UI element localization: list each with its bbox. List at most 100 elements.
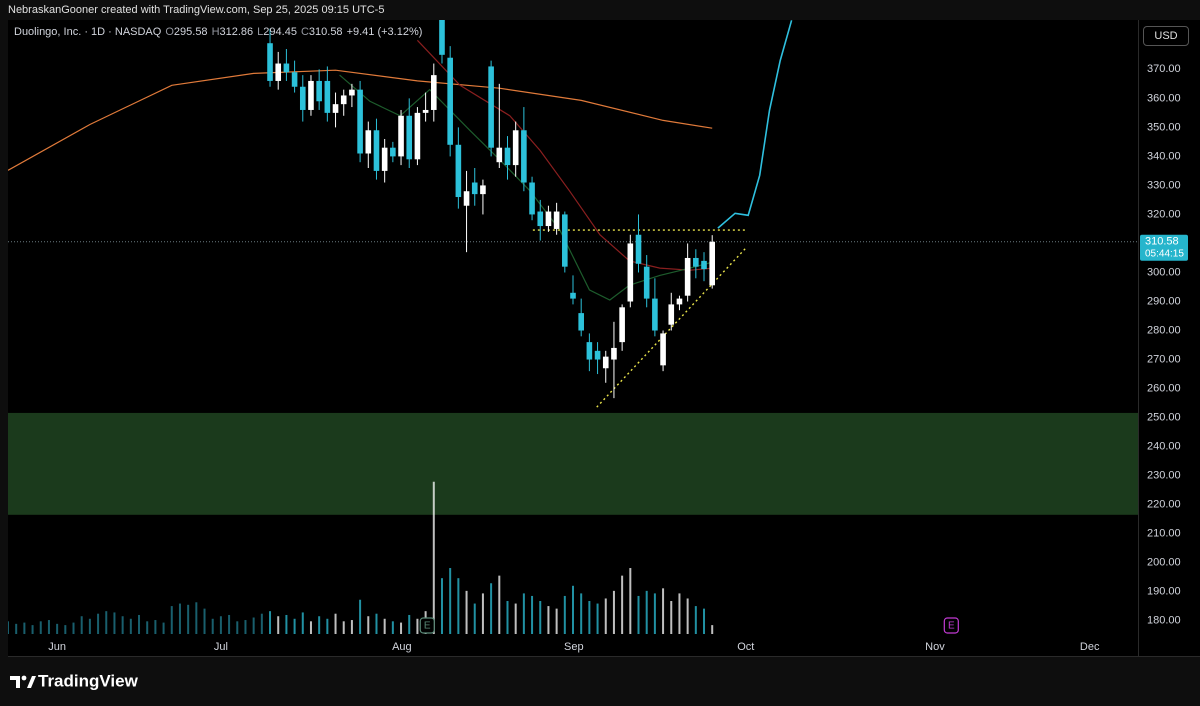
volume-bar: [15, 623, 18, 634]
volume-bar: [252, 617, 255, 634]
volume-bar: [318, 616, 321, 634]
volume-bar: [506, 601, 509, 634]
candle-body: [430, 75, 437, 110]
candle-body: [643, 266, 650, 299]
volume-bar: [612, 590, 615, 634]
candle-body: [553, 211, 560, 229]
candle-body: [709, 241, 716, 286]
candle-body: [332, 104, 339, 113]
volume-bar: [694, 606, 697, 634]
price-label: 310.58: [1145, 236, 1179, 248]
volume-bar: [23, 622, 26, 634]
volume-bar: [645, 590, 648, 634]
volume-bar: [88, 618, 91, 634]
volume-bar: [187, 604, 190, 634]
volume-bar: [334, 613, 337, 634]
earnings-label: E: [424, 621, 431, 632]
volume-bar: [236, 621, 239, 634]
volume-bar: [481, 593, 484, 634]
candle-body: [570, 292, 576, 299]
candle-body: [414, 112, 421, 160]
plot-layer: [8, 20, 1138, 634]
currency-button[interactable]: USD: [1143, 26, 1189, 46]
y-tick-label: 190.00: [1147, 586, 1181, 598]
y-tick-label: 360.00: [1147, 92, 1181, 104]
plot-background: [8, 20, 1138, 657]
volume-bar: [400, 622, 403, 634]
volume-bar: [416, 618, 419, 634]
y-tick-label: 300.00: [1147, 266, 1181, 278]
volume-bar: [580, 593, 583, 634]
volume-bar: [146, 621, 149, 634]
volume-bar: [383, 618, 386, 634]
ohlc-value: 312.86: [219, 26, 254, 38]
candle-body: [627, 243, 634, 302]
candle-body: [529, 182, 535, 215]
x-tick-label: Aug: [392, 641, 412, 653]
y-tick-label: 230.00: [1147, 470, 1181, 482]
volume-bar: [703, 608, 706, 634]
ohlc-value: 294.45: [263, 26, 297, 38]
volume-bar: [228, 614, 231, 634]
volume-bar: [269, 611, 272, 634]
candle-body: [684, 257, 691, 296]
ohlc-label: O: [165, 26, 174, 38]
volume-bar: [555, 608, 558, 634]
y-tick-label: 340.00: [1147, 150, 1181, 162]
candle-body: [471, 182, 478, 195]
volume-bar: [178, 603, 181, 634]
y-tick-label: 180.00: [1147, 615, 1181, 627]
volume-bar: [604, 598, 607, 634]
y-tick-label: 270.00: [1147, 353, 1181, 365]
volume-bar: [39, 621, 42, 634]
volume-bar: [637, 595, 640, 634]
y-tick-label: 200.00: [1147, 557, 1181, 569]
brand-name: TradingView: [38, 671, 139, 690]
ohlc-label: C: [300, 26, 309, 38]
volume-bar: [391, 621, 394, 634]
candle-body: [496, 147, 503, 163]
bar-countdown: 05:44:15: [1145, 248, 1184, 259]
volume-bar: [440, 578, 443, 634]
candle-body: [693, 257, 699, 267]
candle-body: [545, 211, 552, 227]
volume-bar: [662, 588, 665, 634]
ohlc-label: H: [211, 26, 220, 38]
candle-body: [676, 298, 683, 305]
candle-body: [283, 63, 290, 73]
x-tick-label: Oct: [737, 641, 754, 653]
y-tick-label: 220.00: [1147, 499, 1181, 511]
candle-body: [586, 342, 593, 360]
indicator-line: [8, 69, 713, 171]
volume-bar: [457, 578, 460, 634]
candle-body: [349, 89, 355, 96]
price-label-box: [1140, 234, 1188, 261]
y-tick-label: 290.00: [1147, 295, 1181, 307]
volume-bar: [260, 613, 263, 634]
volume-bar: [162, 622, 165, 634]
candle-body: [373, 130, 380, 171]
y-tick-label: 240.00: [1147, 441, 1181, 453]
volume-bar: [498, 575, 501, 634]
y-tick-label: 250.00: [1147, 411, 1181, 423]
volume-bar: [350, 620, 353, 634]
volume-bar: [64, 625, 67, 634]
volume-bar: [572, 585, 574, 634]
candle-body: [357, 89, 363, 154]
brand-logo: [10, 675, 36, 688]
candle-body: [463, 191, 470, 206]
earnings-marker: [419, 617, 435, 634]
candle-body: [406, 115, 413, 160]
candle-body: [562, 214, 568, 267]
volume-bar: [121, 616, 124, 634]
candle-body: [422, 109, 429, 113]
candle-body: [365, 130, 372, 154]
price-axis-background: [1139, 20, 1200, 657]
ohlc-field: C310.58: [301, 26, 343, 38]
volume-bar: [449, 568, 452, 634]
volume-bar: [711, 625, 714, 634]
y-tick-label: 370.00: [1147, 63, 1181, 75]
volume-bar: [170, 606, 173, 634]
x-tick-label: Sep: [564, 641, 584, 653]
